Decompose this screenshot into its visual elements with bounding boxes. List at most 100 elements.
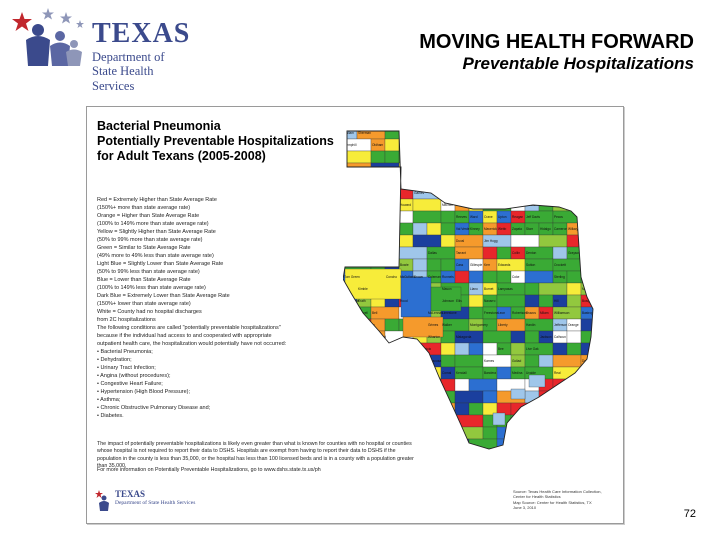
county-cell (468, 138, 484, 152)
footnote: The impact of potentially preventable ho… (97, 441, 414, 470)
county-label: Milam (540, 311, 549, 315)
legend-line: (100% to 149% less than state average ra… (97, 284, 206, 291)
county-cell (496, 366, 512, 380)
county-label: El Paso (596, 203, 607, 207)
county-cell (566, 131, 582, 140)
county-label: Johnson (442, 299, 454, 303)
condition-item: • Angina (without procedures); (97, 372, 171, 379)
county-cell (440, 426, 456, 440)
county-label: Scurry (498, 191, 508, 195)
county-cell (524, 150, 540, 164)
county-cell (595, 163, 609, 175)
county-cell (595, 187, 609, 199)
county-label: Kenedy (582, 227, 593, 231)
legend-line: (150%+ more than state average rate) (97, 204, 191, 211)
county-cell (580, 162, 593, 176)
county-cell (370, 174, 386, 188)
county-label: Starr (526, 227, 534, 231)
county-cell (580, 150, 593, 164)
county-cell (412, 162, 428, 176)
county-label: Medina (512, 371, 523, 375)
county-cell (440, 186, 456, 200)
county-label: Gonzales (610, 359, 619, 363)
county-label: Donley (456, 155, 466, 159)
county-cell (440, 354, 456, 368)
county-label: Jones (582, 191, 591, 195)
county-cell (595, 367, 609, 379)
county-label: Ward (470, 215, 478, 219)
county-cell (384, 318, 400, 332)
county-label: Baylor (484, 179, 494, 183)
county-cell (609, 235, 619, 247)
county-cell (595, 415, 609, 427)
source-line: Map Source: Center for Health Statistics… (513, 499, 592, 505)
source-note: Source: Texas Health Care Information Co… (513, 489, 617, 511)
county-cell (552, 150, 582, 164)
county-cell (510, 162, 540, 176)
county-cell (566, 234, 593, 248)
county-label: Kleberg (610, 227, 619, 231)
county-label: Terry (526, 179, 533, 183)
county-label: King (442, 179, 449, 183)
county-cell (538, 234, 568, 248)
county-cell (398, 210, 414, 224)
county-cell (496, 294, 526, 308)
sheet-logo-emblem-icon (95, 490, 109, 511)
county-label: Moore (582, 131, 591, 135)
county-cell (609, 247, 619, 259)
county-cell (595, 283, 609, 295)
county-label: Pecos (554, 215, 563, 219)
county-label: Brewster (344, 227, 358, 231)
county-label: Haskell (358, 191, 369, 195)
county-cell (524, 186, 540, 200)
county-cell (398, 390, 428, 404)
county-label: Bandera (484, 371, 496, 375)
condition-item: • Urinary Tract Infection; (97, 364, 156, 371)
county-label: Culberson (372, 215, 387, 219)
condition-item: • Chronic Obstructive Pulmonary Disease … (97, 404, 211, 411)
county-cell (412, 138, 428, 152)
legend-line: (50% to 99% less than state average rate… (97, 268, 200, 275)
county-cell (524, 414, 540, 428)
county-cell (426, 131, 442, 140)
county-label: Fannin (582, 251, 592, 255)
county-label: San Saba (610, 287, 619, 291)
county-cell (468, 342, 484, 356)
county-cell (412, 150, 428, 164)
county-label: Carson (414, 143, 425, 147)
county-label: Hall (582, 155, 588, 159)
county-cell (440, 162, 470, 176)
slide-subtitle: Preventable Hospitalizations (462, 54, 694, 73)
legend-line: from 2C hospitalizations (97, 316, 156, 323)
county-cell (384, 246, 400, 260)
county-cell (384, 138, 400, 152)
county-label: Duval (456, 239, 464, 243)
county-label: Lee (596, 311, 602, 315)
county-cell (384, 150, 400, 164)
county-label: Hemphill (344, 143, 357, 147)
county-label: Stonewall (344, 191, 358, 195)
county-label: Refugio (358, 347, 369, 351)
county-cell (398, 150, 414, 164)
county-cell (510, 342, 526, 356)
county-label: Sutton (526, 263, 535, 267)
county-label: Parmer (484, 155, 495, 159)
texas-county-map: Dallam Sherman Hansford Ochiltree Lipscomb Ha… (343, 130, 619, 450)
county-cell (426, 402, 456, 416)
county-label: Guadalupe (386, 371, 402, 375)
county-cell (343, 342, 358, 356)
county-cell (580, 402, 593, 416)
county-label: Tarrant (456, 251, 466, 255)
county-cell (580, 330, 593, 344)
county-cell (426, 174, 442, 188)
county-region (344, 268, 402, 300)
source-line: Center for Health Statistics (513, 494, 561, 500)
county-label: Dickens (428, 179, 440, 183)
county-cell (440, 234, 456, 248)
county-cell (580, 318, 593, 332)
county-cell (538, 174, 554, 188)
county-cell (343, 306, 358, 320)
county-label: Ellis (456, 299, 462, 303)
dshs-logo-emblem-icon (12, 8, 84, 66)
county-label: Leon (498, 311, 505, 315)
